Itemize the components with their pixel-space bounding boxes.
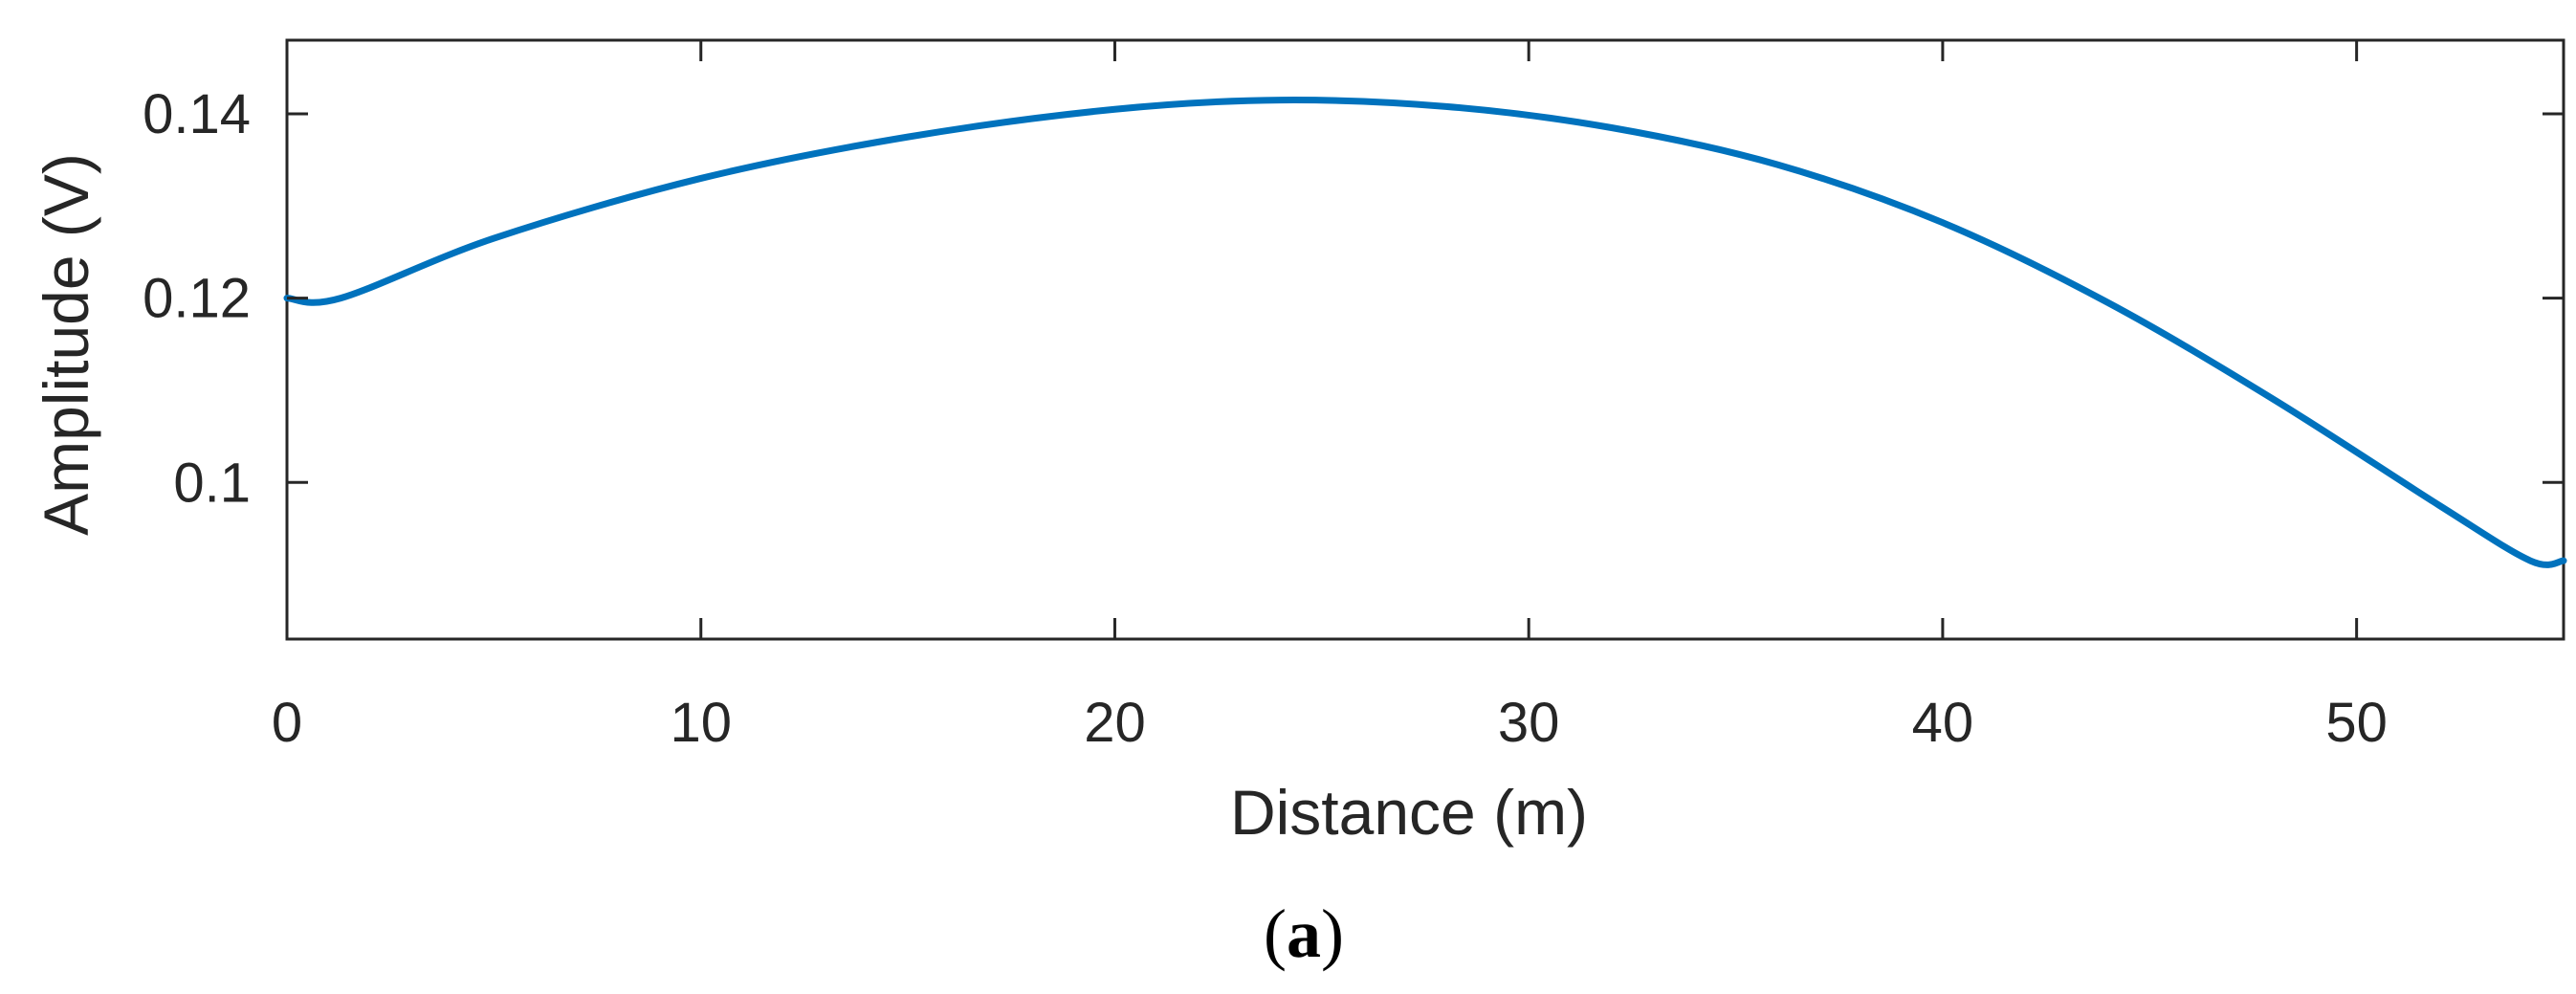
axes-box: [285, 38, 2565, 641]
y-tick-label: 0.14: [143, 83, 251, 145]
x-tick-label: 50: [2325, 692, 2388, 754]
y-tick-label: 0.12: [143, 268, 251, 330]
x-tick-label: 40: [1912, 692, 1974, 754]
y-axis-label: Amplitude (V): [31, 153, 101, 536]
caption-open: (: [1264, 895, 1287, 972]
x-axis-label: Distance (m): [1230, 777, 1588, 848]
x-tick-label: 0: [272, 692, 302, 754]
caption-letter: a: [1287, 895, 1321, 972]
y-axis: 0.1 0.12 0.14: [143, 83, 2564, 514]
x-axis: 0 10 20 30 40 50: [272, 40, 2388, 754]
x-tick-label: 20: [1084, 692, 1146, 754]
y-tick-label: 0.1: [173, 452, 251, 514]
x-tick-label: 10: [670, 692, 732, 754]
x-tick-label: 30: [1498, 692, 1560, 754]
caption-close: ): [1321, 895, 1344, 972]
series-line: [283, 97, 2567, 568]
plot-area: [283, 38, 2567, 641]
figure-caption: (a): [1264, 895, 1344, 972]
